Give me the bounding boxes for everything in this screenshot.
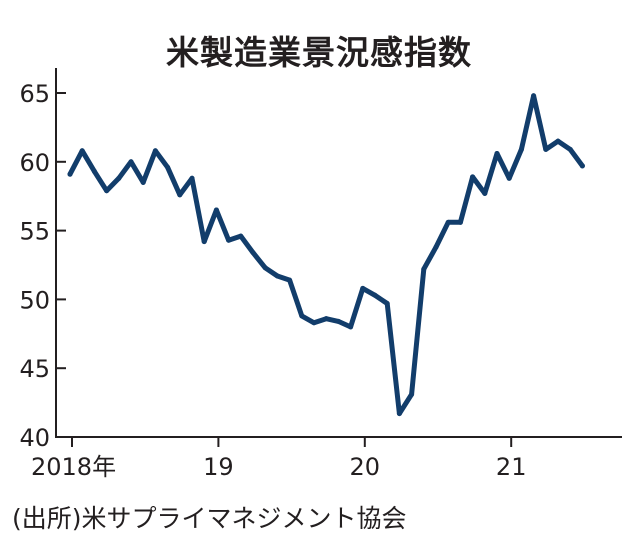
data-point [91,168,97,174]
data-point [567,146,573,152]
data-point [67,171,73,177]
data-point [128,159,134,165]
y-tick-label: 55 [19,218,50,246]
x-tick-label: 20 [350,453,381,481]
data-point [299,313,305,319]
data-point [152,148,158,154]
data-point [470,174,476,180]
data-point [409,391,415,397]
data-point [238,233,244,239]
y-tick-label: 45 [19,355,50,383]
data-point [579,163,585,169]
data-point [543,146,549,152]
data-point [116,175,122,181]
data-point [494,151,500,157]
series-line [67,93,585,417]
y-tick-label: 65 [19,80,50,108]
data-point [201,239,207,245]
data-point [457,219,463,225]
data-point [226,237,232,243]
series [67,93,585,417]
x-tick-label: 21 [496,453,527,481]
data-point [555,138,561,144]
x-tick-label: 19 [203,453,234,481]
data-point [213,207,219,213]
data-point [421,266,427,272]
data-point [165,164,171,170]
tick-labels: 40 45 50 55 60 65 2018年 19 20 21 [19,80,526,481]
data-point [287,277,293,283]
data-point [518,146,524,152]
data-point [360,285,366,291]
chart-title: 米製造業景況感指数 [166,33,472,72]
data-point [531,93,537,99]
data-point [348,324,354,330]
data-point [335,318,341,324]
data-point [189,175,195,181]
data-point [250,250,256,256]
data-point [482,190,488,196]
data-point [311,320,317,326]
data-point [384,301,390,307]
data-point [140,179,146,185]
data-point [104,188,110,194]
axes [55,68,622,447]
x-tick-label: 2018年 [31,453,116,481]
data-point [433,244,439,250]
source-note: (出所)米サプライマネジメント協会 [12,504,407,533]
y-tick-label: 50 [19,286,50,314]
data-point [274,273,280,279]
data-point [79,148,85,154]
y-tick-label: 60 [19,149,50,177]
data-point [372,292,378,298]
data-point [506,175,512,181]
data-point [445,219,451,225]
data-point [396,411,402,417]
data-point [177,192,183,198]
data-point [262,265,268,271]
y-tick-label: 40 [19,424,50,452]
data-point [323,316,329,322]
